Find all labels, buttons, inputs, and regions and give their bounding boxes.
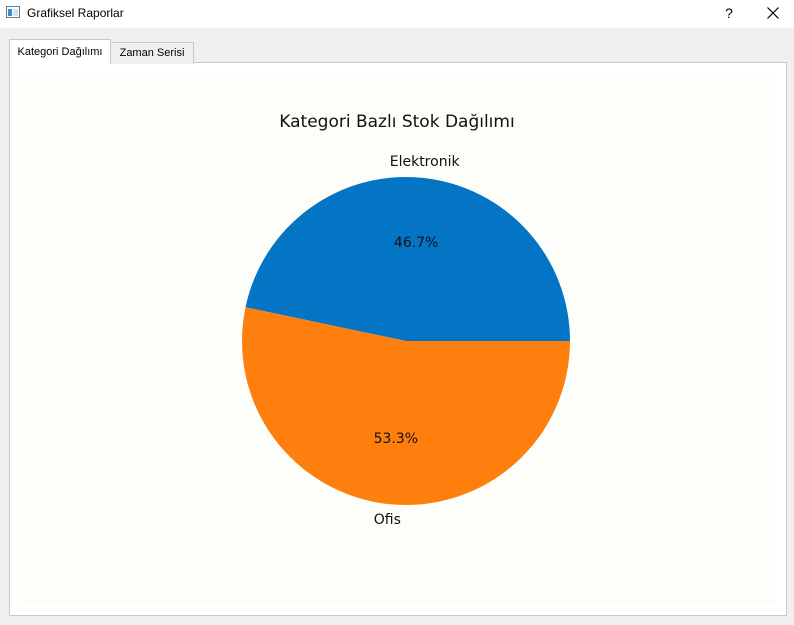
pie-value-label: 53.3% <box>373 430 419 447</box>
pie-slice-ofis <box>241 307 570 506</box>
tab-zaman-serisi[interactable]: Zaman Serisi <box>110 42 194 64</box>
close-x-icon <box>767 7 779 19</box>
window-title: Grafiksel Raporlar <box>27 6 124 20</box>
help-button[interactable]: ? <box>725 5 733 21</box>
close-button[interactable] <box>760 2 786 24</box>
pie-chart <box>241 177 570 506</box>
chart-title: Kategori Bazlı Stok Dağılımı <box>279 112 515 132</box>
tab-kategori-dagilimi[interactable]: Kategori Dağılımı <box>9 39 111 64</box>
pie-value-label: 46.7% <box>393 235 439 252</box>
app-window-icon <box>6 6 20 18</box>
title-bar: Grafiksel Raporlar ? <box>0 0 794 28</box>
chart-canvas: Kategori Bazlı Stok Dağılımı 46.7% Elektr… <box>18 72 776 604</box>
pie-slice-elektronik <box>245 177 570 341</box>
pie-category-label: Elektronik <box>389 153 460 170</box>
pie-category-label: Ofis <box>373 512 401 529</box>
